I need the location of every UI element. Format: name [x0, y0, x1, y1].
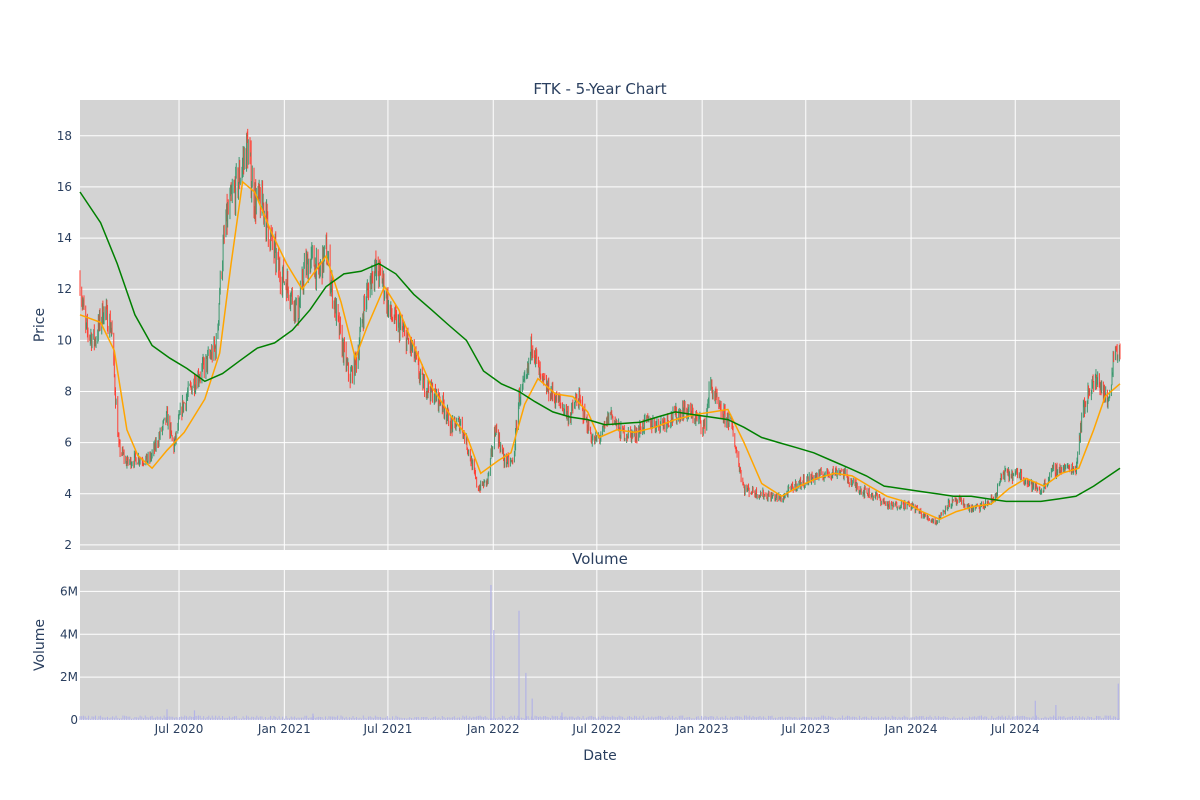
volume-chart-title: Volume: [572, 550, 628, 568]
date-tick-label: Jul 2021: [363, 722, 413, 736]
date-tick-label: Jan 2022: [466, 722, 520, 736]
price-tick-label: 6: [64, 436, 72, 450]
price-tick-label: 4: [64, 487, 72, 501]
volume-axis-title: Volume: [32, 619, 48, 671]
short-moving-average-line: [79, 180, 1121, 521]
date-tick-label: Jul 2022: [571, 722, 621, 736]
price-tick-label: 12: [57, 282, 72, 296]
volume-tick-label: 2M: [60, 670, 78, 684]
long-moving-average-line: [79, 191, 1121, 503]
price-chart-title: FTK - 5-Year Chart: [533, 80, 666, 98]
price-plot-background: [80, 100, 1120, 550]
date-tick-label: Jan 2024: [884, 722, 938, 736]
volume-panel: 0 2M 4M 6M Jul 2020 Jan 2021 Jul 2021 Jan 2022 J…: [60, 570, 1120, 736]
volume-tick-label: 0: [70, 713, 78, 727]
date-tick-label: Jan 2023: [675, 722, 729, 736]
price-tick-label: 16: [57, 180, 72, 194]
x-axis-title: Date: [583, 748, 616, 764]
volume-tick-label: 4M: [60, 627, 78, 641]
price-tick-label: 18: [57, 129, 72, 143]
volume-tick-label: 6M: [60, 584, 78, 598]
date-tick-label: Jan 2021: [257, 722, 311, 736]
price-axis-title: Price: [32, 308, 48, 342]
date-tick-label: Jul 2023: [780, 722, 830, 736]
price-tick-label: 2: [64, 538, 72, 552]
date-tick-label: Jul 2024: [990, 722, 1040, 736]
volume-plot-background: [80, 570, 1120, 720]
price-panel: 2 4 6 8 10 12 14 16 18: [57, 100, 1121, 552]
price-tick-label: 10: [57, 333, 72, 347]
price-tick-label: 8: [64, 384, 72, 398]
date-tick-label: Jul 2020: [154, 722, 204, 736]
price-tick-label: 14: [57, 231, 72, 245]
